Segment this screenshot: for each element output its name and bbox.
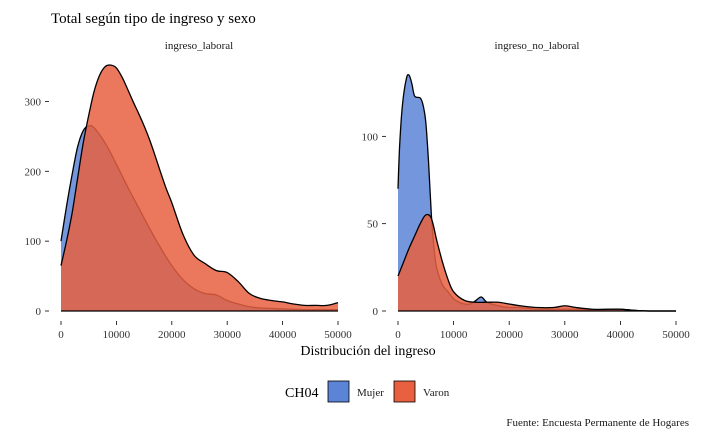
legend-key-mujer <box>327 380 350 403</box>
y-tick-label: 0 <box>373 306 379 318</box>
legend-label-varon: Varon <box>423 387 450 399</box>
y-tick-label: 200 <box>25 166 42 178</box>
y-tick-label: 100 <box>362 131 379 143</box>
x-tick-label: 50000 <box>662 329 690 341</box>
facet-panel-right: ingreso_no_laboral 0 10000 20000 30000 40000… <box>362 40 691 341</box>
x-tick-label: 30000 <box>213 329 241 341</box>
x-tick-label: 10000 <box>440 329 468 341</box>
x-tick-label: 0 <box>58 329 64 341</box>
x-tick-label: 30000 <box>551 329 579 341</box>
x-tick-label: 20000 <box>158 329 186 341</box>
x-tick-label: 50000 <box>324 329 352 341</box>
y-tick-label: 0 <box>36 306 42 318</box>
x-tick-label: 20000 <box>495 329 523 341</box>
legend-key-varon <box>393 380 416 403</box>
facet-strip-label-right: ingreso_no_laboral <box>495 40 580 52</box>
density-area-varon <box>61 64 338 311</box>
x-axis-title: Distribución del ingreso <box>300 344 435 359</box>
chart-title: Total según tipo de ingreso y sexo <box>51 11 256 27</box>
plot-area-right: 0 10000 20000 30000 40000 50000 0 50 100 <box>362 74 690 341</box>
x-tick-label: 40000 <box>607 329 635 341</box>
legend: CH04 Mujer Varon <box>285 380 450 403</box>
legend-title: CH04 <box>285 386 318 401</box>
plot-area-left: 0 10000 20000 30000 40000 50000 0 100 200 300 <box>25 64 352 341</box>
density-line-varon <box>397 213 676 312</box>
x-tick-label: 40000 <box>269 329 297 341</box>
y-tick-label: 50 <box>367 219 379 231</box>
y-tick-label: 100 <box>25 236 42 248</box>
facet-panel-left: ingreso_laboral 0 10000 20000 30000 40000 500… <box>25 40 353 341</box>
facet-strip-label-left: ingreso_laboral <box>165 40 233 52</box>
y-tick-label: 300 <box>25 96 42 108</box>
density-area-varon <box>398 214 676 311</box>
x-tick-label: 10000 <box>103 329 131 341</box>
x-tick-label: 0 <box>395 329 401 341</box>
legend-label-mujer: Mujer <box>357 387 384 399</box>
density-line-varon <box>60 64 339 307</box>
chart-caption: Fuente: Encuesta Permanente de Hogares <box>506 417 689 429</box>
